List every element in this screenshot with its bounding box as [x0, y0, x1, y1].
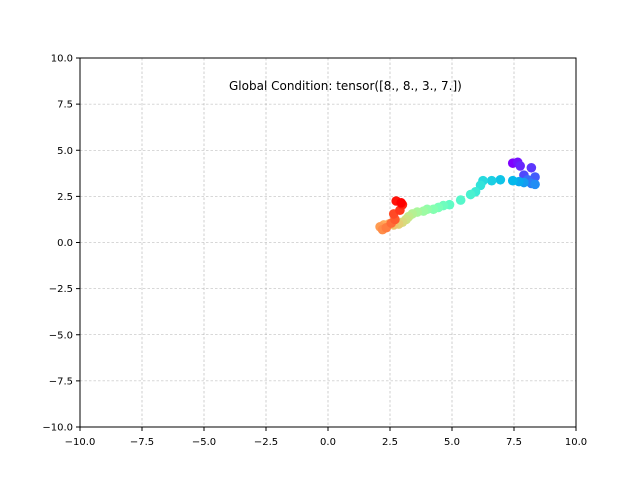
axis-ticks: −10.0 −7.5 −5.0 −2.5 0.0 2.5 5.0 7.5 10.0 −10.0 −7…	[42, 54, 587, 449]
grid-lines	[79, 57, 577, 428]
scatter-point	[526, 162, 537, 173]
y-tick-label: −2.5	[49, 284, 73, 295]
scatter-point	[465, 189, 476, 200]
x-tick-label: 5.0	[444, 437, 460, 448]
scatter-point	[507, 175, 518, 186]
x-tick-label: −5.0	[192, 437, 216, 448]
x-tick-label: 7.5	[506, 437, 522, 448]
scatter-point	[515, 161, 525, 171]
y-tick-label: 5.0	[57, 146, 73, 157]
y-tick-label: 10.0	[51, 54, 73, 65]
scatter-point	[530, 179, 540, 190]
y-tick-label: 0.0	[57, 238, 73, 249]
scatter-point	[455, 195, 466, 205]
scatter-point	[486, 175, 497, 186]
x-tick-label: 10.0	[565, 437, 587, 448]
y-tick-label: 2.5	[57, 192, 73, 203]
global-condition-annotation: Global Condition: tensor([8., 8., 3., 7.…	[229, 79, 462, 93]
x-tick-label: 0.0	[320, 437, 336, 448]
data-points	[375, 157, 540, 235]
y-tick-label: 7.5	[57, 100, 73, 111]
x-tick-label: −10.0	[65, 437, 96, 448]
x-tick-label: −2.5	[254, 437, 278, 448]
scatter-point	[495, 174, 506, 185]
y-tick-label: −10.0	[42, 423, 73, 434]
y-tick-label: −7.5	[49, 376, 73, 387]
x-tick-label: 2.5	[382, 437, 398, 448]
y-tick-label: −5.0	[49, 330, 73, 341]
x-tick-label: −7.5	[130, 437, 154, 448]
scatter-point	[396, 198, 406, 208]
